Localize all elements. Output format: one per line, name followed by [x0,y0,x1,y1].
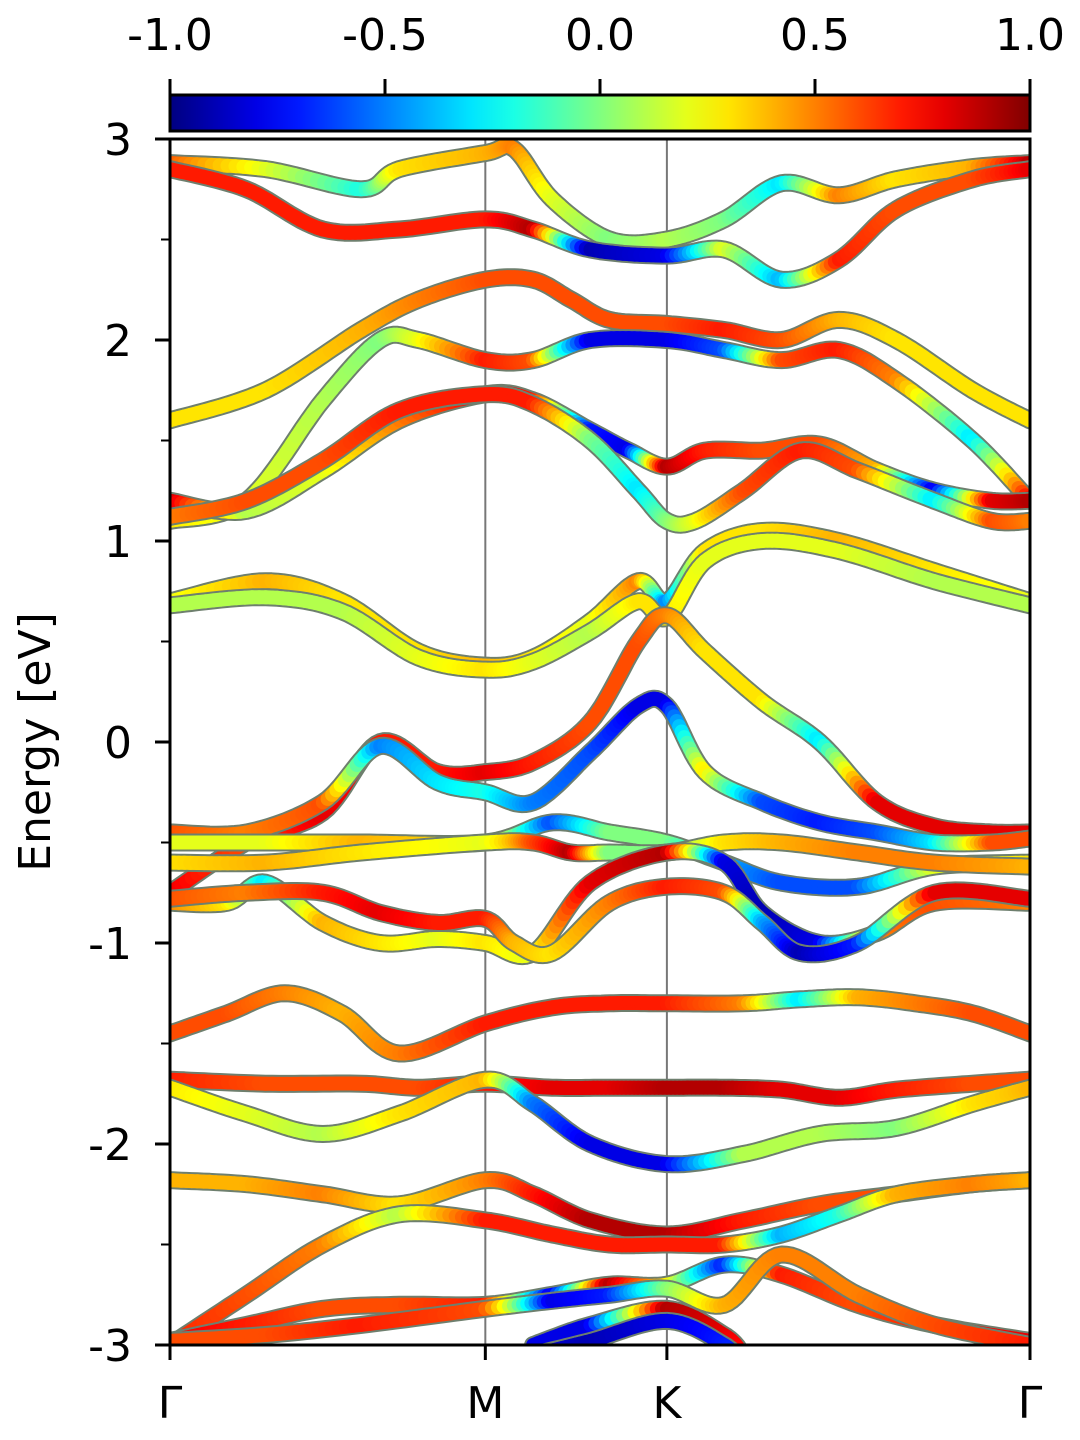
band-segment [726,1342,737,1345]
colorbar-tick-label: 1.0 [995,10,1065,61]
band-outline [170,385,1030,534]
band-line [170,1070,1030,1174]
colorbar-gradient [168,93,1032,133]
y-tick-label: 3 [104,115,132,166]
band-line [533,1311,744,1365]
band-segment [730,1339,745,1345]
colorbar-tick-label: -0.5 [342,10,428,61]
band-segment [737,1357,738,1359]
band-segment [742,1353,743,1354]
band-segment [742,1363,743,1364]
x-tick-label: M [466,1378,504,1429]
band-line [170,877,1030,965]
colorbar: -1.0 -0.5 0.0 0.5 1.0 [127,10,1065,133]
band-line [170,689,1030,853]
band-segment [736,1355,737,1357]
band-segment [544,1344,552,1345]
band-line [170,1070,1030,1107]
band-line [170,325,1030,530]
band-segment [533,1355,535,1356]
x-tick-label: K [652,1378,682,1429]
band-line [170,268,1030,430]
band-line [170,1171,1030,1345]
band-line [170,984,1030,1063]
band-segment [538,1353,541,1354]
y-tick-label: -1 [88,919,132,970]
y-tick-label: 0 [104,718,132,769]
x-tick-label: Γ [1018,1378,1043,1429]
band-segment [535,1354,538,1355]
colorbar-tick-label: 0.0 [565,10,635,61]
colorbar-tick-label: -1.0 [127,10,213,61]
y-tick-label: 1 [104,517,132,568]
band-segment [739,1358,740,1360]
band-segment [735,1353,736,1355]
band-segment [743,1364,744,1365]
band-segment [730,1344,736,1345]
band-segment [740,1361,741,1362]
y-axis-ticks: -3 -2 -1 0 1 2 3 [88,115,170,1372]
band-segment [732,1341,745,1345]
band-line [170,160,1030,289]
colorbar-ticks: -1.0 -0.5 0.0 0.5 1.0 [127,10,1065,95]
y-tick-label: -2 [88,1120,132,1171]
band-line [170,385,1030,534]
band-segment [551,1341,568,1345]
y-tick-label: 2 [104,316,132,367]
band-segment [555,1340,573,1345]
band-segment [548,1342,563,1345]
bands [170,139,1030,1365]
x-tick-label: Γ [158,1378,183,1429]
band-segment [722,1341,737,1345]
band-line [170,1245,1030,1345]
band-segment [734,1342,745,1345]
y-tick-label: -3 [88,1321,132,1372]
band-segment [743,1354,744,1355]
band-segment [545,1343,558,1345]
band-segment [741,1352,742,1353]
band-segment [740,1360,741,1361]
band-segment [541,1352,545,1353]
y-axis-label: Energy [eV] [10,612,61,872]
colorbar-tick-label: 0.5 [780,10,850,61]
band-segment [736,1343,745,1345]
plot-area: -3 -2 -1 0 1 2 3 Γ M K Γ Energy [eV] [10,115,1043,1429]
band-segment [741,1362,742,1363]
band-segment [720,1339,736,1345]
